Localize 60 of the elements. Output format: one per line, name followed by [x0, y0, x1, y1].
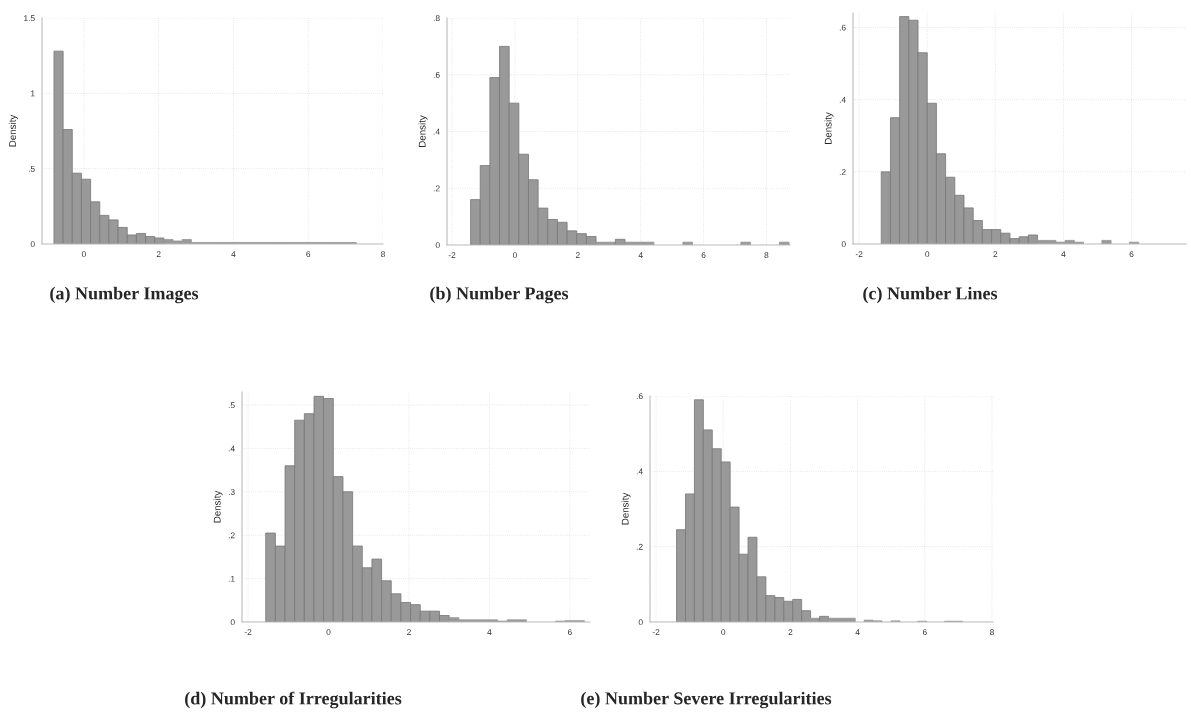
- y-axis-title: Density: [418, 115, 428, 147]
- y-axis-title: Density: [8, 114, 18, 147]
- y-axis-title: Density: [824, 112, 834, 144]
- text: (b) Number Pages: [430, 286, 569, 304]
- x-tick-label: -2: [652, 629, 660, 635]
- y-tick-label: .6: [433, 71, 440, 78]
- y-tick-label: .2: [636, 543, 643, 550]
- text: (c) Number Lines: [863, 286, 998, 304]
- x-tick-label: 2: [788, 629, 793, 635]
- y-tick-label: 0: [230, 619, 235, 626]
- y-tick-label: .2: [228, 532, 235, 539]
- x-tick-label: 2: [407, 629, 411, 635]
- x-tick-label: 8: [381, 251, 385, 258]
- x-tick-label: 6: [701, 252, 706, 259]
- x-tick-label: 0: [721, 629, 726, 636]
- y-tick-label: 1.5: [24, 15, 35, 22]
- x-tick-label: 4: [231, 251, 236, 257]
- x-tick-label: 8: [990, 629, 994, 636]
- y-tick-label: .6: [839, 24, 846, 31]
- x-tick-label: 0: [81, 251, 86, 258]
- x-tick-label: -2: [855, 251, 863, 257]
- y-tick-label: .5: [228, 402, 235, 409]
- y-tick-label: .4: [839, 96, 846, 103]
- x-tick-label: 6: [922, 629, 927, 636]
- text: (a) Number Images: [50, 286, 199, 304]
- y-tick-label: .8: [433, 15, 440, 22]
- text: (e) Number Severe Irregularities: [581, 691, 832, 709]
- y-axis-title: Density: [621, 492, 631, 525]
- x-tick-label: 4: [855, 629, 860, 635]
- x-tick-label: 4: [1061, 251, 1066, 257]
- y-tick-label: .1: [228, 575, 235, 582]
- x-tick-label: 6: [567, 629, 572, 636]
- x-tick-label: 8: [764, 252, 769, 259]
- x-tick-label: 2: [156, 251, 161, 257]
- y-tick-label: .5: [28, 165, 35, 172]
- y-tick-label: 0: [435, 242, 440, 249]
- y-tick-label: .2: [839, 169, 846, 175]
- x-tick-label: 0: [512, 252, 517, 259]
- x-tick-label: -2: [244, 629, 252, 635]
- x-tick-label: 6: [306, 251, 311, 258]
- x-tick-label: 2: [575, 252, 580, 258]
- x-tick-label: 4: [638, 252, 643, 258]
- y-tick-label: .3: [228, 489, 235, 495]
- x-tick-label: 6: [1129, 251, 1134, 258]
- y-tick-label: .2: [433, 185, 440, 192]
- y-axis-title: Density: [213, 490, 223, 523]
- y-tick-label: 1: [31, 90, 35, 97]
- y-tick-label: 0: [638, 619, 643, 626]
- y-tick-label: .4: [433, 128, 440, 135]
- x-tick-label: -2: [448, 252, 456, 258]
- y-tick-label: 0: [841, 241, 846, 248]
- y-tick-label: .4: [636, 468, 643, 475]
- y-tick-label: .4: [228, 445, 235, 452]
- x-tick-label: 4: [487, 629, 492, 635]
- y-tick-label: .6: [636, 393, 643, 400]
- x-tick-label: 0: [326, 629, 331, 636]
- x-tick-label: 0: [925, 251, 930, 258]
- text: (d) Number of Irregularities: [185, 691, 402, 709]
- y-tick-label: 0: [30, 241, 35, 248]
- x-tick-label: 2: [993, 251, 998, 257]
